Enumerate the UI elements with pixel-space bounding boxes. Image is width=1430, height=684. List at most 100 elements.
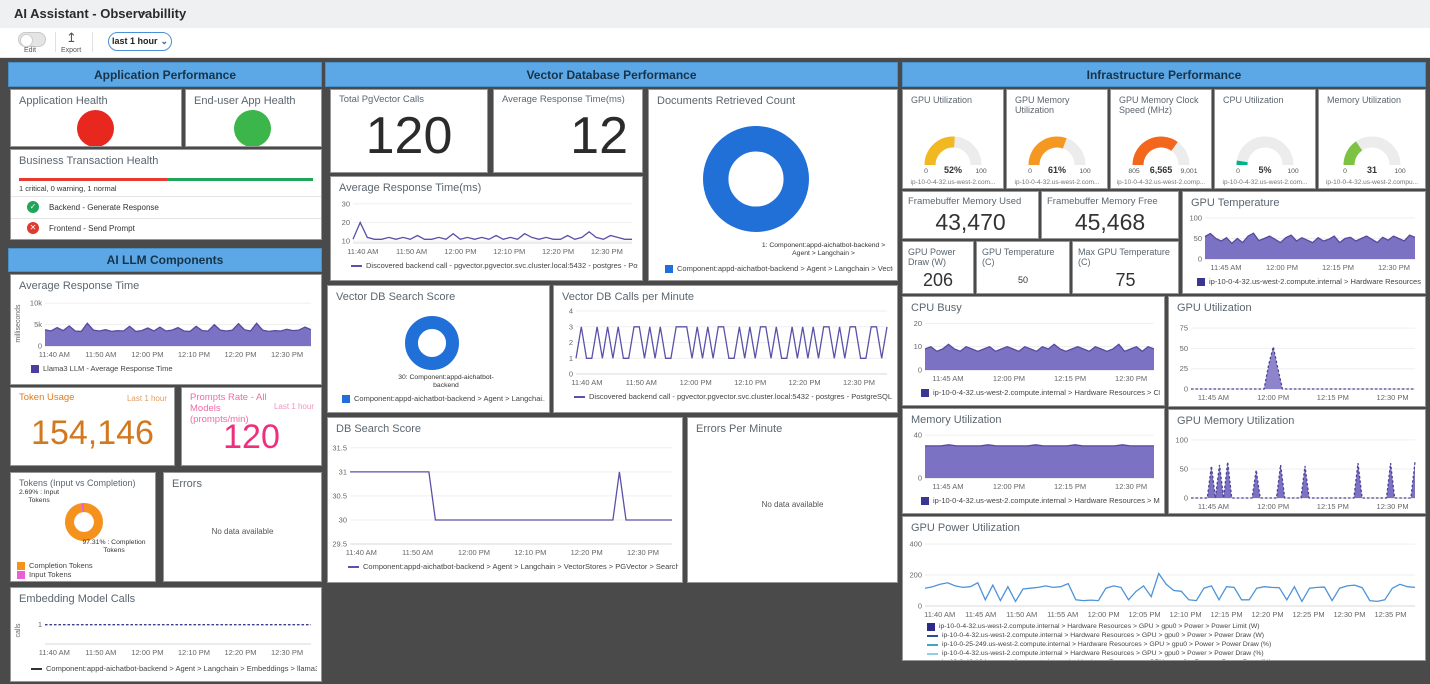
svg-text:12:00 PM: 12:00 PM [444, 247, 476, 256]
legend-label: Completion Tokens [29, 561, 93, 570]
panel-gpu-power-utilization[interactable]: GPU Power Utilization 0 200 400 11:40 AM 11:… [902, 516, 1426, 661]
panel-gpu-temperature-c[interactable]: GPU Temperature (C) 50 [976, 241, 1070, 294]
section-header-vector-database-performance: Vector Database Performance [325, 62, 898, 87]
svg-text:12:00 PM: 12:00 PM [993, 374, 1025, 383]
panel-gauge-memory-utilization[interactable]: Memory Utilization 0 31 100 ip-10-0-4-32.u… [1318, 89, 1426, 189]
panel-total-pgvector-calls[interactable]: Total PgVector Calls 120 [330, 89, 488, 173]
panel-vector-db-calls-per-minute[interactable]: Vector DB Calls per Minute 0 1 2 3 4 11:40 AM… [553, 285, 898, 413]
bt-health-summary: 1 critical, 0 warning, 1 normal [19, 184, 117, 193]
legend-entry: ip-10-0-4-32.us-west-2.compute.internal … [921, 496, 1160, 505]
chevron-down-icon[interactable]: ⌄ [138, 3, 149, 18]
panel-gauge-gpu-memory-clock-speed[interactable]: GPU Memory Clock Speed (MHz) 805 6,565 9,0… [1110, 89, 1212, 189]
bt-row-label[interactable]: Backend - Generate Response [49, 203, 159, 212]
svg-text:12:00 PM: 12:00 PM [1266, 263, 1298, 272]
time-range-value: last 1 hour [111, 36, 158, 46]
svg-text:11:40 AM: 11:40 AM [346, 548, 377, 557]
svg-text:12:30 PM: 12:30 PM [843, 378, 875, 387]
panel-db-search-score[interactable]: DB Search Score 29.5 30 30.5 31 31.5 11:40 AM… [327, 417, 683, 583]
svg-text:20: 20 [342, 218, 350, 227]
panel-gpu-power-draw[interactable]: GPU Power Draw (W) 206 [902, 241, 974, 294]
section-header-application-performance: Application Performance [8, 62, 322, 87]
panel-llm-avg-response-time[interactable]: Average Response Time 0 5k 10k 11:40 AM 11:5… [10, 274, 322, 385]
panel-documents-retrieved-count[interactable]: Documents Retrieved Count 1: Component:a… [648, 89, 898, 281]
svg-text:3: 3 [569, 322, 573, 331]
panel-enduser-app-health[interactable]: End-user App Health [185, 89, 322, 147]
panel-average-response-time-ms[interactable]: Average Response Time(ms) 12 [493, 89, 643, 173]
panel-tokens-input-vs-completion[interactable]: Tokens (Input vs Completion) 2.69% : Inp… [10, 472, 156, 582]
panel-gpu-temperature-chart[interactable]: GPU Temperature 0 50 100 11:45 AM 12:00 PM 12… [1182, 191, 1426, 294]
panel-memory-utilization-chart[interactable]: Memory Utilization 0 40 11:45 AM 12:00 PM 12… [902, 408, 1165, 514]
app-health-indicator[interactable] [77, 110, 114, 146]
bt-row-label[interactable]: Frontend - Send Prompt [49, 224, 135, 233]
metric-value: 50 [1017, 275, 1028, 285]
cpu-utilization-gauge: 0 5% 100 [1218, 126, 1312, 175]
legend-label: Input Tokens [29, 570, 72, 579]
svg-text:11:50 AM: 11:50 AM [402, 548, 433, 557]
legend-marker [927, 622, 935, 631]
panel-gauge-gpu-utilization[interactable]: GPU Utilization 0 52% 100 ip-10-0-4-32.us-… [902, 89, 1004, 189]
section-title: Infrastructure Performance [1086, 67, 1242, 82]
bt-health-bar-critical [19, 178, 167, 181]
legend-marker [665, 264, 673, 273]
svg-text:11:45 AM: 11:45 AM [965, 610, 996, 619]
panel-business-transaction-health[interactable]: Business Transaction Health 1 critical, … [10, 149, 322, 240]
legend-marker [31, 667, 42, 670]
panel-framebuffer-memory-used[interactable]: Framebuffer Memory Used 43,470 [902, 191, 1039, 239]
legend-entry: Completion Tokens [17, 561, 153, 570]
panel-pg-avg-response-chart[interactable]: Average Response Time(ms) 10 20 30 11:40 AM… [330, 176, 643, 281]
divider [92, 32, 93, 52]
export-icon[interactable]: ↥ [66, 30, 77, 45]
metric-value: 12 [570, 107, 628, 165]
legend-label: ip-10-0-4-32.us-west-2.compute.internal … [942, 632, 1265, 639]
panel-gpu-memory-utilization-chart[interactable]: GPU Memory Utilization 0 50 100 11:45 AM 12:… [1168, 409, 1426, 514]
panel-title: Embedding Model Calls [19, 593, 136, 605]
time-range-select[interactable]: last 1 hour ⌄ [108, 32, 172, 51]
svg-text:12:15 PM: 12:15 PM [1054, 482, 1086, 491]
panel-title: GPU Utilization [1177, 302, 1252, 314]
legend-entry: ip-10-0-4-32.us-west-2.compute.internal … [927, 631, 1421, 640]
gauge-footer: ip-10-0-4-32.us-west-2.com... [910, 179, 996, 186]
panel-errors-per-minute[interactable]: Errors Per Minute No data available [687, 417, 898, 583]
svg-text:31: 31 [1367, 165, 1377, 174]
panel-embedding-model-calls[interactable]: Embedding Model Calls 1 11:40 AM 11:50 AM 1… [10, 587, 322, 682]
panel-gpu-utilization-chart[interactable]: GPU Utilization 0 25 50 75 11:45 AM 12:00 PM 1… [1168, 296, 1426, 407]
euapp-health-indicator[interactable] [234, 110, 271, 146]
panel-vector-db-search-score[interactable]: Vector DB Search Score 30: Component:app… [327, 285, 550, 413]
panel-prompts-rate[interactable]: Prompts Rate - All Models (prompts/min) … [181, 387, 322, 466]
svg-text:100: 100 [1189, 214, 1202, 223]
panel-cpu-busy[interactable]: CPU Busy 0 10 20 11:45 AM 12:00 PM 12:15 PM 12… [902, 296, 1165, 406]
legend-label: Discovered backend call - pgvector.pgvec… [366, 261, 638, 270]
legend-entry: ip-10-0-25-249.us-west-2.compute.interna… [927, 640, 1421, 649]
panel-title: Tokens (Input vs Completion) [19, 478, 136, 488]
svg-text:40: 40 [914, 431, 922, 440]
panel-title: GPU Temperature (C) [982, 247, 1055, 268]
panel-gauge-cpu-utilization[interactable]: CPU Utilization 0 5% 100 ip-10-0-4-32.us-w… [1214, 89, 1316, 189]
metric-value: 43,470 [935, 209, 1006, 235]
svg-text:0: 0 [924, 168, 928, 174]
panel-max-gpu-temperature[interactable]: Max GPU Temperature (C) 75 [1072, 241, 1179, 294]
panel-title: GPU Memory Utilization [1177, 415, 1295, 427]
edit-toggle[interactable] [18, 32, 46, 47]
svg-text:0: 0 [1236, 168, 1240, 174]
panel-application-health[interactable]: Application Health [10, 89, 182, 147]
legend-entry: Llama3 LLM - Average Response Time [31, 364, 317, 373]
panel-gauge-gpu-memory-utilization[interactable]: GPU Memory Utilization 0 61% 100 ip-10-0-4… [1006, 89, 1108, 189]
legend-label: ip-10-0-4-32.us-west-2.compute.internal … [942, 650, 1264, 657]
legend-entry: ip-10-0-4-32.us-west-2.compute.internal … [927, 649, 1421, 658]
donut-label-input: 2.69% : Input Tokens [18, 489, 60, 505]
svg-text:10: 10 [914, 342, 922, 351]
memory-utilization-gauge: 0 31 100 [1322, 126, 1422, 175]
legend-entry: ip-10-0-4-32.us-west-2.compute.internal … [921, 388, 1160, 397]
legend-label: ip-10-0-42-124.us-west-2.compute.interna… [942, 659, 1271, 660]
panel-errors[interactable]: Errors No data available [163, 472, 322, 582]
panel-token-usage[interactable]: Token Usage Last 1 hour 154,146 [10, 387, 175, 466]
svg-text:0: 0 [1028, 168, 1032, 174]
panel-framebuffer-memory-free[interactable]: Framebuffer Memory Free 45,468 [1041, 191, 1179, 239]
svg-text:0: 0 [569, 370, 573, 379]
svg-text:12:00 PM: 12:00 PM [1257, 502, 1289, 511]
legend-marker [351, 264, 362, 267]
section-title: Vector Database Performance [526, 67, 697, 82]
chart-legend: Component:appd-aichatbot-backend > Agent… [348, 562, 678, 571]
svg-text:200: 200 [909, 571, 922, 580]
svg-text:12:15 PM: 12:15 PM [1317, 393, 1349, 402]
